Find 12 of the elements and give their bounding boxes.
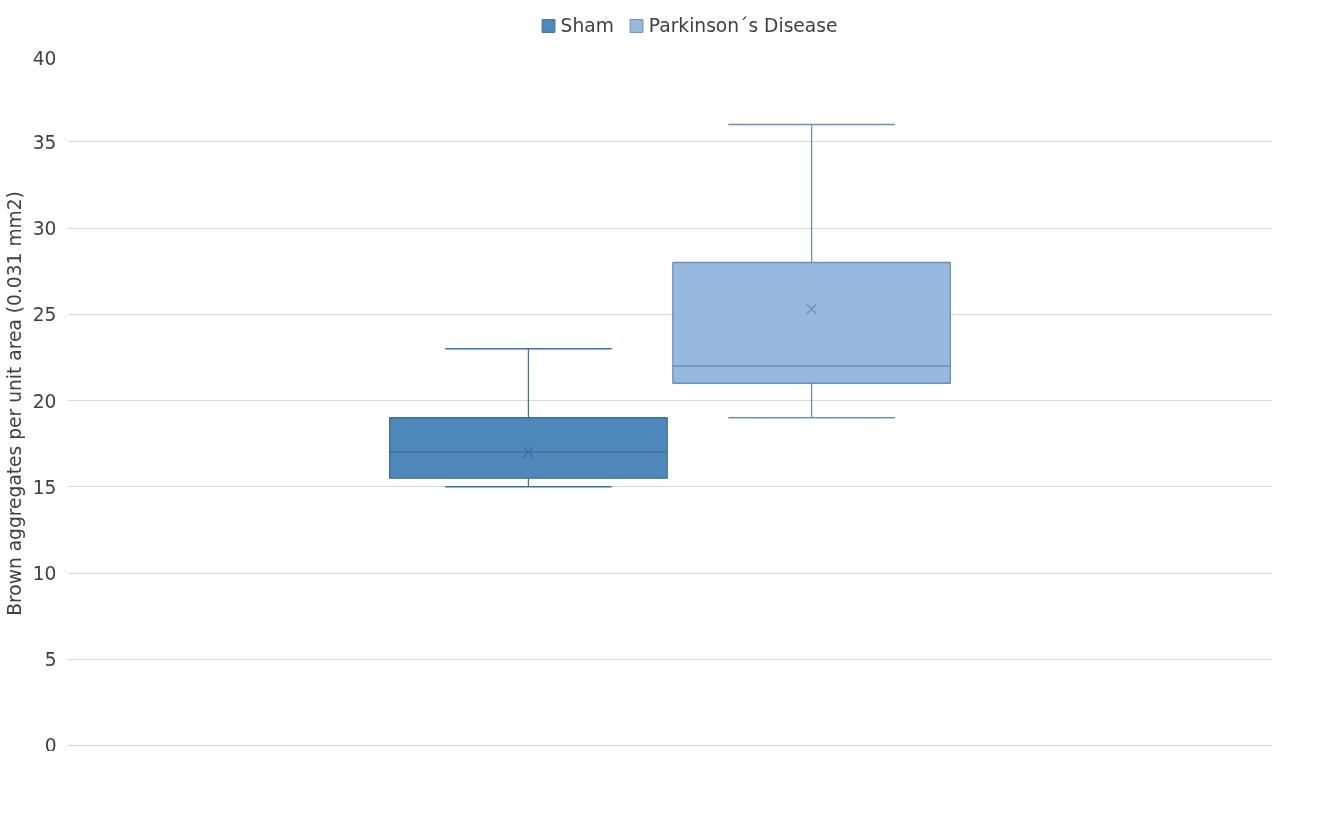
- y-tick-label: 0: [44, 734, 57, 756]
- y-tick-label: 10: [32, 563, 57, 584]
- y-axis-title: Brown aggregates per unit area (0.031 mm2): [3, 191, 25, 616]
- y-tick-label: 15: [32, 476, 57, 498]
- y-tick-label: 35: [32, 131, 57, 153]
- y-tick-label: 25: [32, 304, 57, 326]
- y-tick-label: 20: [32, 390, 57, 412]
- y-tick-label: 30: [32, 218, 57, 239]
- y-tick-label: 5: [44, 649, 57, 671]
- y-tick-label: 40: [32, 47, 57, 69]
- legend-label: Parkinson´s Disease: [648, 14, 838, 36]
- legend-label: Sham: [560, 14, 614, 36]
